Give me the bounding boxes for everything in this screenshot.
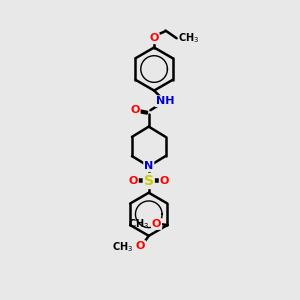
Text: O: O (152, 219, 161, 229)
Text: O: O (149, 33, 159, 43)
Text: N: N (144, 161, 153, 171)
Text: CH$_3$: CH$_3$ (178, 32, 200, 45)
Text: S: S (144, 174, 154, 188)
Text: O: O (130, 105, 140, 115)
Text: NH: NH (155, 96, 174, 106)
Text: O: O (160, 176, 169, 186)
Text: CH$_3$: CH$_3$ (128, 217, 149, 230)
Text: CH$_3$: CH$_3$ (112, 240, 134, 254)
Text: O: O (128, 176, 138, 186)
Text: O: O (136, 241, 145, 251)
